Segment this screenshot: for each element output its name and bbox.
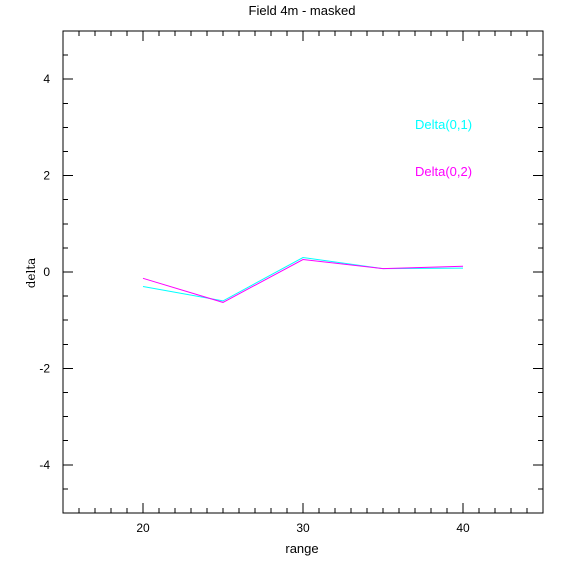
series-line-1 (142, 256, 464, 302)
legend: Delta(0,1) Delta(0,2) (415, 117, 472, 179)
x-tick-label: 20 (136, 521, 150, 535)
y-tick-labels: -4 -2 0 2 4 (39, 72, 50, 472)
y-tick-label: 4 (43, 72, 50, 86)
legend-entry-2: Delta(0,2) (415, 164, 472, 179)
series-line-2 (142, 258, 464, 303)
y-axis-label: delta (24, 258, 38, 289)
chart-title: Field 4m - masked (249, 3, 356, 18)
x-axis-label: range (285, 541, 318, 556)
series-lines (142, 256, 464, 303)
y-tick-label: -2 (39, 361, 50, 375)
x-tick-labels: 20 30 40 (136, 521, 470, 535)
y-tick-label: 2 (43, 169, 50, 183)
major-ticks (63, 31, 543, 513)
x-tick-label: 30 (296, 521, 310, 535)
y-tick-label: -4 (39, 458, 50, 472)
legend-entry-1: Delta(0,1) (415, 117, 472, 132)
x-tick-label: 40 (456, 521, 470, 535)
y-tick-label: 0 (43, 265, 50, 279)
